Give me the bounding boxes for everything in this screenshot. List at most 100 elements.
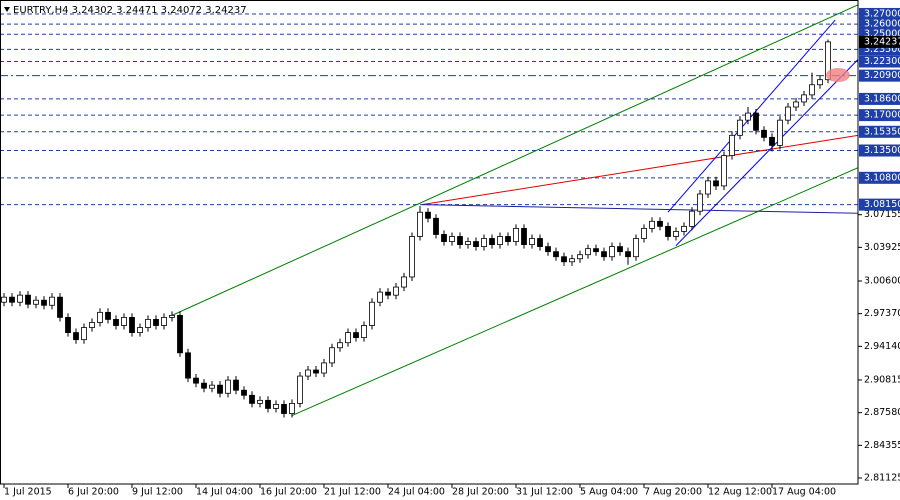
level-label-bg [859, 55, 900, 68]
level-label-bg [859, 18, 900, 31]
candle-body [457, 236, 463, 245]
x-tick-label: 7 Aug 20:00 [644, 487, 702, 498]
candle-body [505, 236, 511, 242]
candle-body [569, 258, 575, 263]
candle-body [441, 234, 447, 242]
plot-frame [0, 0, 859, 485]
candle-body [105, 311, 111, 320]
candle-body [753, 112, 759, 131]
candle-body [801, 94, 807, 103]
candle-body [113, 319, 119, 326]
x-tick-label: 12 Aug 12:00 [708, 487, 772, 498]
trendlines [171, 4, 858, 416]
x-tick-label: 9 Jul 12:00 [132, 487, 183, 498]
x-tick-label: 31 Jul 12:00 [516, 487, 573, 498]
candle-body [465, 241, 471, 245]
level-label-bg [859, 69, 900, 82]
level-label: 3.25000 [864, 29, 900, 40]
candle-body [1, 296, 7, 303]
candle-body [145, 319, 151, 328]
y-tick-label: 2.97370 [864, 308, 900, 319]
candle-body [17, 294, 23, 303]
candle-body [521, 227, 527, 245]
candle-body [401, 276, 407, 288]
level-label: 3.13500 [864, 145, 900, 156]
candle-body [121, 317, 127, 326]
candle-body [321, 362, 327, 374]
candle-body [545, 246, 551, 253]
candle-body [513, 227, 519, 242]
candle-body [233, 379, 239, 391]
level-label-bg [859, 171, 900, 184]
y-tick-label: 3.03925 [864, 242, 900, 253]
level-label: 3.26000 [864, 19, 900, 30]
candle-body [193, 377, 199, 384]
candle-body [673, 231, 679, 237]
candle-body [97, 311, 103, 323]
candle-body [241, 389, 247, 396]
candle-body [577, 254, 583, 260]
marker [826, 68, 850, 82]
candle-body [721, 155, 727, 187]
candle-body [49, 296, 55, 306]
candle-body [9, 296, 15, 303]
y-tick-label: 3.07155 [864, 209, 900, 220]
level-label-bg [859, 109, 900, 122]
level-label: 3.08150 [864, 199, 900, 210]
candle-body [65, 317, 71, 333]
candle-body [25, 294, 31, 305]
candle-body [585, 248, 591, 256]
candle-body [289, 402, 295, 414]
candle-body [633, 238, 639, 258]
candle-body [785, 106, 791, 121]
candle-body [305, 369, 311, 377]
candles [1, 39, 831, 418]
level-label: 3.22300 [864, 56, 900, 67]
candle-body [169, 314, 175, 318]
price-label: 3.24237 [864, 36, 900, 47]
candle-body [337, 342, 343, 349]
candle-body [41, 299, 47, 306]
candle-body [737, 119, 743, 136]
y-tick-label: 3.00600 [864, 275, 900, 286]
candle-body [369, 301, 375, 326]
candle-body [817, 79, 823, 86]
candle-body [617, 246, 623, 253]
candle-body [601, 251, 607, 258]
y-tick-label: 2.87580 [864, 407, 900, 418]
x-tick-label: 16 Jul 20:00 [260, 487, 317, 498]
candle-body [297, 375, 303, 404]
candle-body [649, 220, 655, 229]
candle-body [433, 217, 439, 235]
candle-body [425, 211, 431, 219]
candle-body [265, 399, 271, 409]
x-tick-label: 6 Jul 20:00 [68, 487, 119, 498]
candle-body [729, 134, 735, 156]
candle-body [177, 314, 183, 354]
candle-body [481, 238, 487, 248]
candle-body [553, 251, 559, 258]
candle-body [257, 399, 263, 404]
candle-body [249, 394, 255, 404]
candle-body [33, 299, 39, 305]
candle-body [409, 236, 415, 278]
candle-body [153, 319, 159, 326]
candle-body [689, 210, 695, 227]
candle-body [377, 291, 383, 303]
x-tick-label: 24 Jul 04:00 [388, 487, 445, 498]
candle-body [497, 236, 503, 245]
candle-body [161, 317, 167, 326]
candle-body [825, 41, 831, 81]
candle-body [129, 317, 135, 333]
candle-body [201, 382, 207, 389]
trendline [675, 59, 858, 246]
candle-body [281, 403, 287, 414]
candle-body [777, 119, 783, 146]
candle-body [641, 227, 647, 239]
axes: 3.07155 3.03925 3.00600 2.97370 2.94140 2.908… [3, 7, 900, 498]
candle-body [657, 220, 663, 227]
candle-body [665, 225, 671, 237]
candle-body [761, 129, 767, 138]
level-label: 3.17000 [864, 110, 900, 121]
trendline [421, 204, 858, 214]
